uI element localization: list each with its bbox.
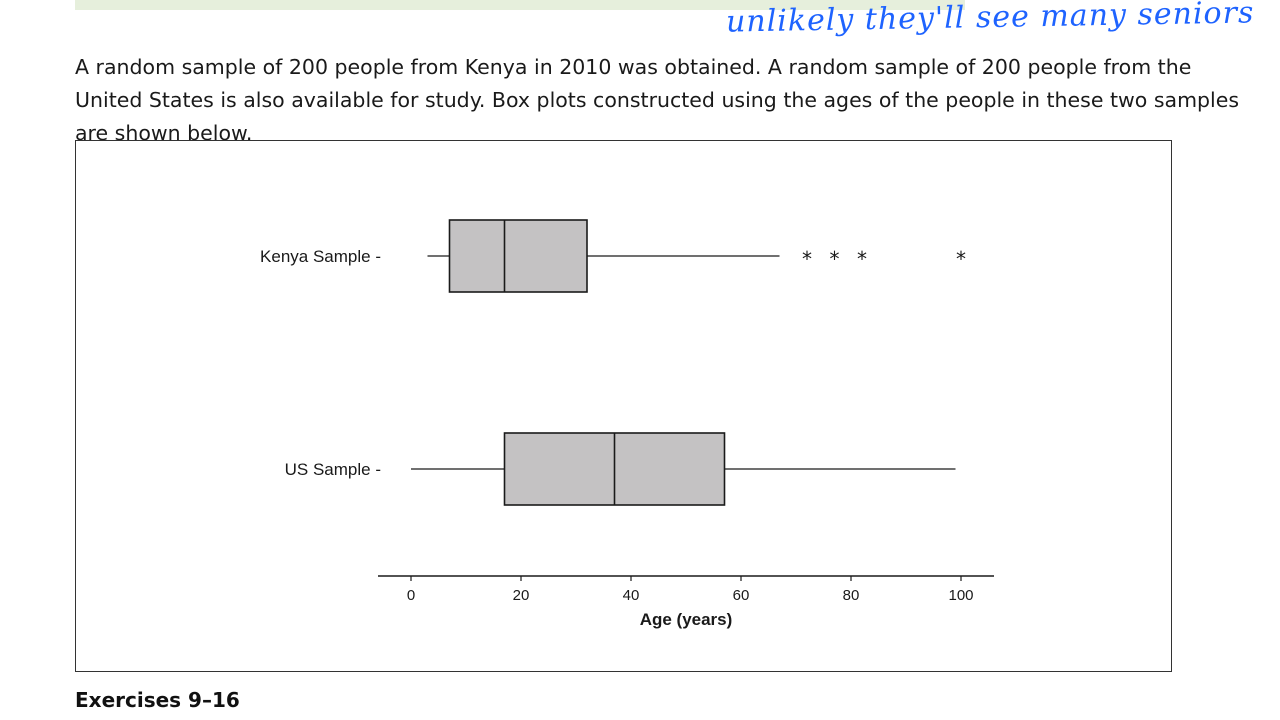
x-tick-label: 100 [948,587,973,604]
kenya-box [448,219,588,293]
kenya-category-label: Kenya Sample - [260,247,381,266]
x-tick-label: 20 [513,587,530,604]
x-tick-label: 80 [843,587,860,604]
us-category-label: US Sample - [285,460,381,479]
kenya-outlier-point: * [857,247,867,271]
kenya-outlier-point: * [830,247,840,271]
x-tick-label: 40 [623,587,640,604]
kenya-outlier-point: * [802,247,812,271]
boxplot-figure: Kenya Sample - * * * * US Sample - 0 20 40 60 80 10… [75,140,1172,672]
handwritten-annotation: unlikely they'll see many seniors [725,0,1255,40]
x-tick-label: 0 [407,587,415,604]
intro-paragraph: A random sample of 200 people from Kenya… [75,54,1240,145]
x-axis-title: Age (years) [640,610,733,629]
boxplot-chart: Kenya Sample - * * * * US Sample - 0 20 40 60 80 10… [260,219,994,629]
previous-section-highlight [75,0,965,10]
kenya-outlier-point: * [956,247,966,271]
exercises-heading: Exercises 9–16 [75,688,240,712]
x-tick-label: 60 [733,587,750,604]
